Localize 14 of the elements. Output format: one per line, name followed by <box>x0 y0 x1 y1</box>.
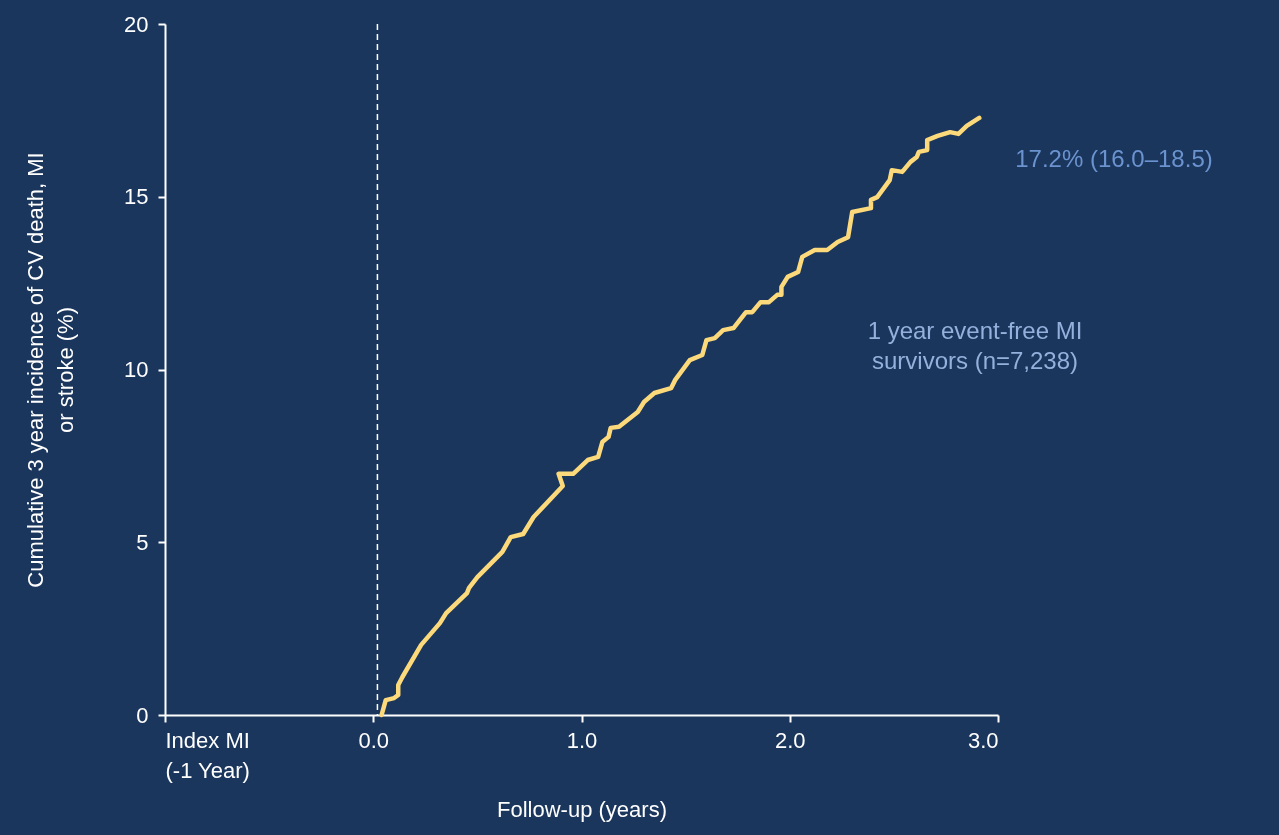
x-tick-label: 0.0 <box>358 727 390 753</box>
y-tick-label: 10 <box>124 357 149 382</box>
x-axis-title: Follow-up (years) <box>497 796 667 822</box>
annotation: 17.2% (16.0–18.5) <box>1015 144 1213 172</box>
y-tick-label: 20 <box>124 11 149 37</box>
y-tick-label: 15 <box>124 184 149 210</box>
y-tick-label: 5 <box>136 529 149 555</box>
x-tick-label: 3.0 <box>967 727 999 753</box>
y-tick-label: 0 <box>136 702 149 728</box>
x-tick-label: Index MI (-1 Year) <box>165 727 250 783</box>
y-axis-title: Cumulative 3 year incidence of CV death, MI or stroke (%) <box>23 152 79 588</box>
x-tick-label: 1.0 <box>566 727 598 753</box>
annotation: 1 year event-free MI survivors (n=7,238) <box>867 317 1083 374</box>
x-tick-label: 2.0 <box>774 727 806 753</box>
